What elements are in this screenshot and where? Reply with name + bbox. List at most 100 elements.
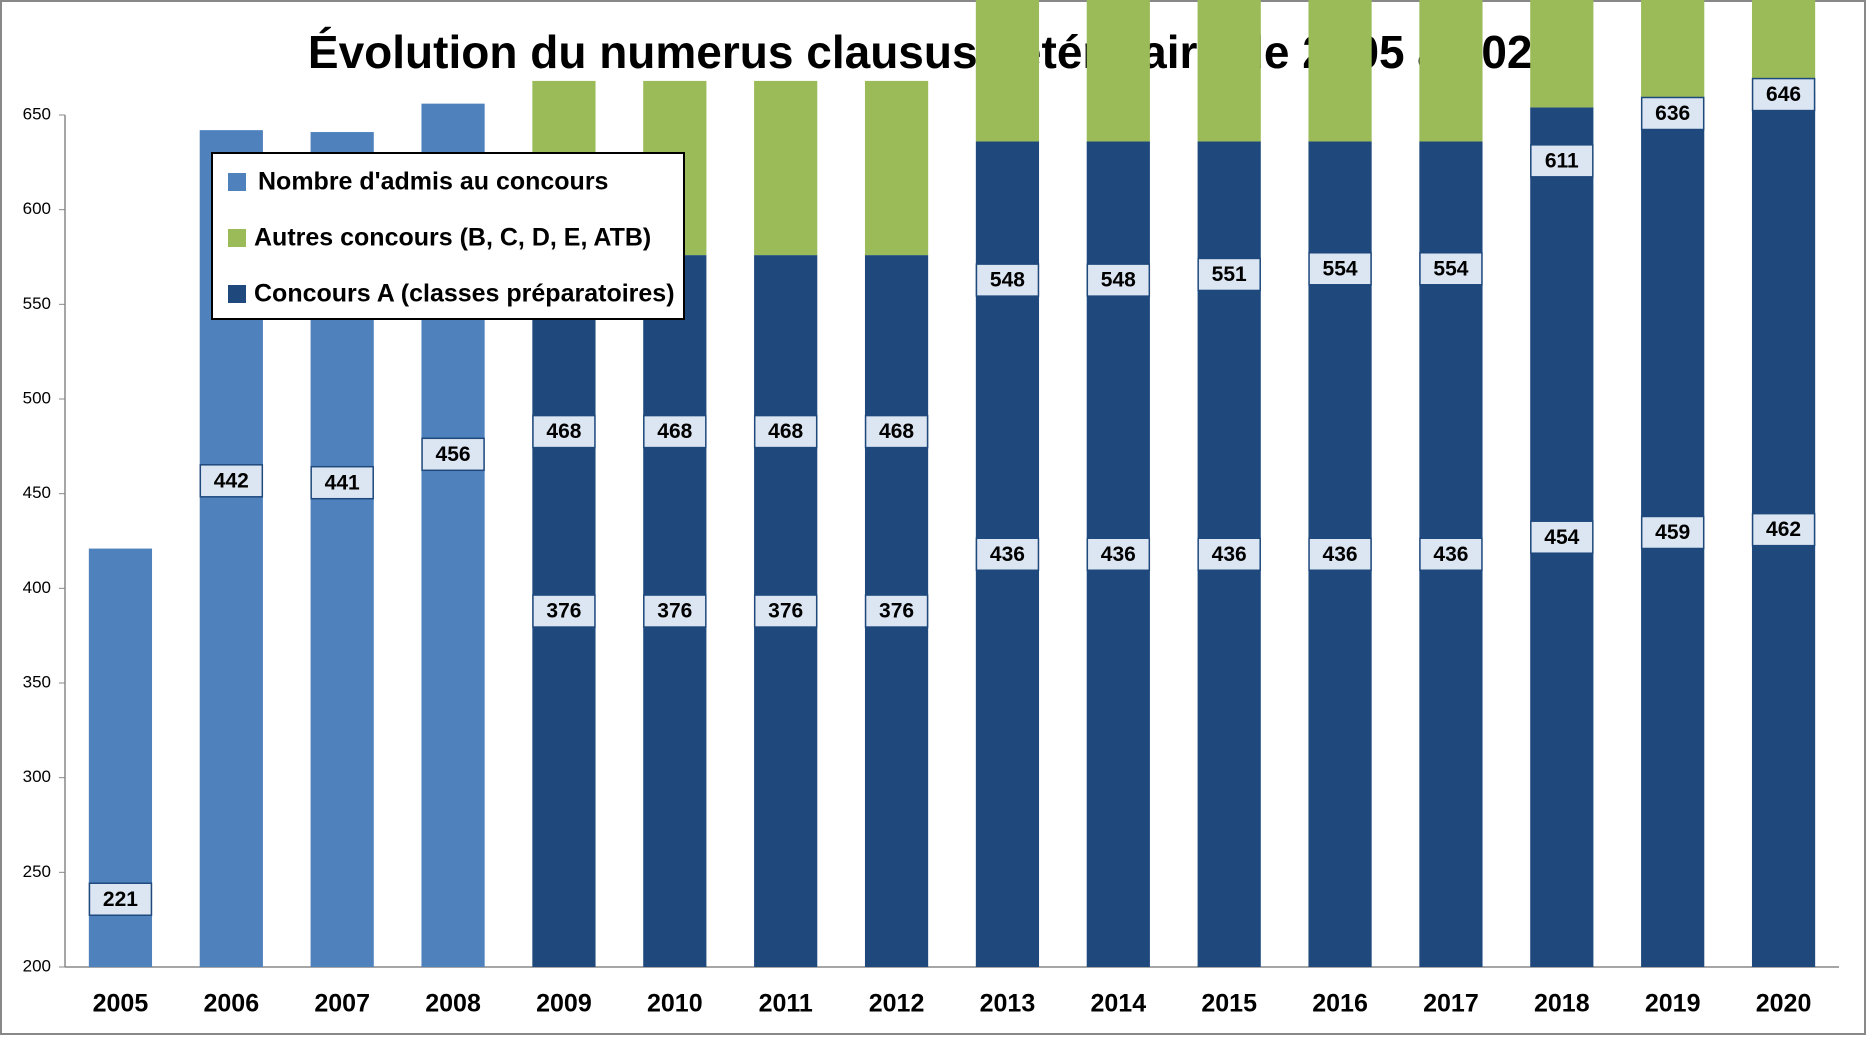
total-label-box <box>532 414 596 449</box>
segment-label: 436 <box>1433 543 1468 566</box>
segment-label-box <box>1751 512 1816 547</box>
legend-box <box>211 152 685 320</box>
total-label-box <box>199 464 264 498</box>
total-label: 554 <box>1323 257 1358 280</box>
segment-label: 436 <box>1101 543 1136 566</box>
y-tick-label: 200 <box>23 956 51 975</box>
x-tick-label: 2019 <box>1645 990 1701 1018</box>
bar <box>754 80 818 256</box>
y-tick-label: 450 <box>23 483 51 502</box>
x-tick-label: 2012 <box>869 990 925 1018</box>
x-tick-label: 2014 <box>1091 990 1147 1018</box>
x-tick-label: 2009 <box>536 990 592 1018</box>
total-label: 611 <box>1545 149 1579 172</box>
bar <box>975 0 1040 142</box>
total-label-box <box>1197 257 1261 292</box>
x-tick-label: 2015 <box>1201 990 1257 1018</box>
segment-label-box <box>643 594 707 628</box>
x-tick-label: 2017 <box>1423 990 1479 1018</box>
total-label: 646 <box>1766 83 1801 106</box>
legend-swatch <box>228 285 246 303</box>
bar <box>1197 0 1261 142</box>
bar <box>1530 0 1594 108</box>
total-label-box <box>753 414 818 449</box>
bar <box>864 80 929 256</box>
segment-label: 454 <box>1544 526 1579 549</box>
segment-label-box <box>532 594 596 628</box>
total-label: 468 <box>768 420 803 443</box>
total-label: 468 <box>546 420 581 443</box>
segment-label-box <box>753 594 818 628</box>
y-tick-label: 300 <box>23 767 51 786</box>
legend-swatch <box>228 173 246 191</box>
bar <box>1086 0 1150 142</box>
segment-label-box <box>864 594 929 628</box>
segment-label-box <box>1640 515 1705 550</box>
y-tick-label: 550 <box>23 294 51 313</box>
segment-label: 436 <box>1323 543 1358 566</box>
segment-label: 376 <box>768 600 803 623</box>
bar <box>1641 0 1705 98</box>
total-label: 456 <box>436 443 471 466</box>
total-label-box <box>310 465 374 500</box>
total-label-box <box>88 882 153 916</box>
x-tick-label: 2013 <box>980 990 1036 1018</box>
total-label: 442 <box>214 469 249 492</box>
total-label: 441 <box>325 471 360 494</box>
total-label-box <box>643 414 707 449</box>
total-label: 636 <box>1655 102 1690 125</box>
segment-label: 436 <box>990 543 1025 566</box>
segment-label: 376 <box>879 600 914 623</box>
total-label: 548 <box>990 269 1025 292</box>
x-tick-label: 2018 <box>1534 990 1590 1018</box>
segment-label-box <box>1530 520 1594 554</box>
y-tick-label: 350 <box>23 672 51 691</box>
segment-label: 436 <box>1212 543 1247 566</box>
segment-label-box <box>1197 537 1261 572</box>
x-tick-label: 2007 <box>314 990 370 1018</box>
x-tick-label: 2011 <box>759 990 813 1018</box>
segment-label-box <box>1086 537 1151 572</box>
segment-label-box <box>975 537 1040 572</box>
x-tick-label: 2010 <box>647 990 703 1018</box>
total-label-box <box>1640 96 1705 131</box>
total-label-box <box>864 414 929 449</box>
bar <box>1751 0 1816 93</box>
x-tick-label: 2006 <box>204 990 260 1018</box>
legend-label: Concours A (classes préparatoires) <box>254 280 675 308</box>
segment-label: 459 <box>1655 521 1690 544</box>
x-tick-label: 2008 <box>425 990 481 1018</box>
total-label: 551 <box>1212 263 1247 286</box>
x-tick-label: 2016 <box>1312 990 1368 1018</box>
legend-label: Nombre d'admis au concours <box>258 168 608 196</box>
total-label: 468 <box>657 420 692 443</box>
y-tick-label: 400 <box>23 578 51 597</box>
total-label: 221 <box>103 888 138 911</box>
segment-label: 462 <box>1766 518 1801 541</box>
total-label: 554 <box>1433 257 1468 280</box>
total-label-box <box>421 437 485 472</box>
segment-label-box <box>1308 537 1372 572</box>
legend-swatch <box>228 229 246 247</box>
bar <box>1419 0 1483 142</box>
bar <box>1308 0 1372 142</box>
total-label-box <box>1308 252 1372 286</box>
total-label-box <box>1419 252 1483 286</box>
segment-label: 376 <box>546 600 581 623</box>
y-tick-label: 650 <box>23 104 51 123</box>
total-label-box <box>975 263 1040 297</box>
legend-label: Autres concours (B, C, D, E, ATB) <box>254 224 651 252</box>
total-label-box <box>1086 263 1151 297</box>
total-label: 468 <box>879 420 914 443</box>
segment-label-box <box>1419 537 1483 572</box>
total-label: 548 <box>1101 269 1136 292</box>
x-tick-label: 2005 <box>93 990 149 1018</box>
total-label-box <box>1530 144 1594 178</box>
y-tick-label: 600 <box>23 199 51 218</box>
x-tick-label: 2020 <box>1756 990 1812 1018</box>
total-label-box <box>1751 77 1816 112</box>
y-tick-label: 500 <box>23 388 51 407</box>
y-tick-label: 250 <box>23 862 51 881</box>
segment-label: 376 <box>657 600 692 623</box>
